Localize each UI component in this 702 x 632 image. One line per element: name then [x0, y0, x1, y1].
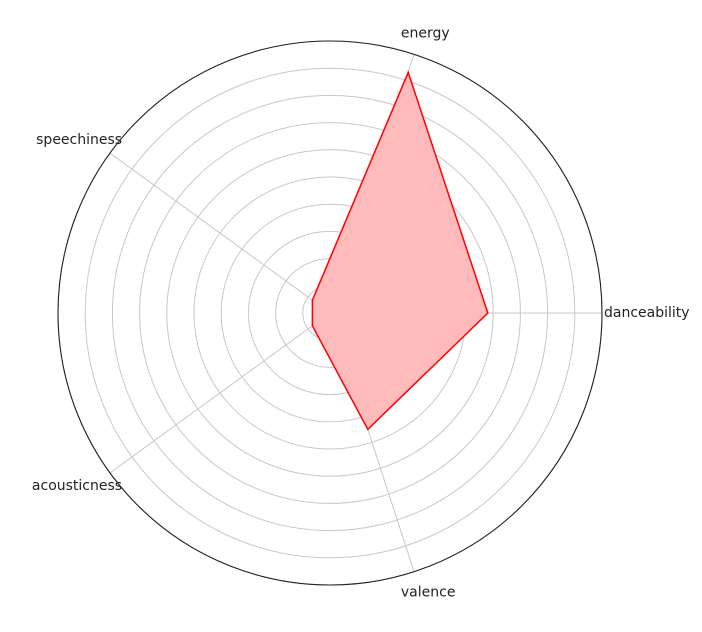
axis-label-valence: valence — [401, 585, 456, 601]
axis-label-acousticness: acousticness — [32, 478, 122, 494]
axis-label-speechiness: speechiness — [36, 132, 122, 148]
spoke-speechiness — [109, 152, 331, 314]
axis-labels: danceability energy speechiness acousticnes… — [32, 25, 690, 600]
series-polygon-0 — [311, 70, 489, 431]
axis-label-danceability: danceability — [604, 305, 690, 321]
radar-series — [311, 70, 489, 431]
spoke-acousticness — [109, 312, 331, 474]
polar-frame — [57, 40, 603, 586]
axis-label-energy: energy — [401, 25, 450, 41]
